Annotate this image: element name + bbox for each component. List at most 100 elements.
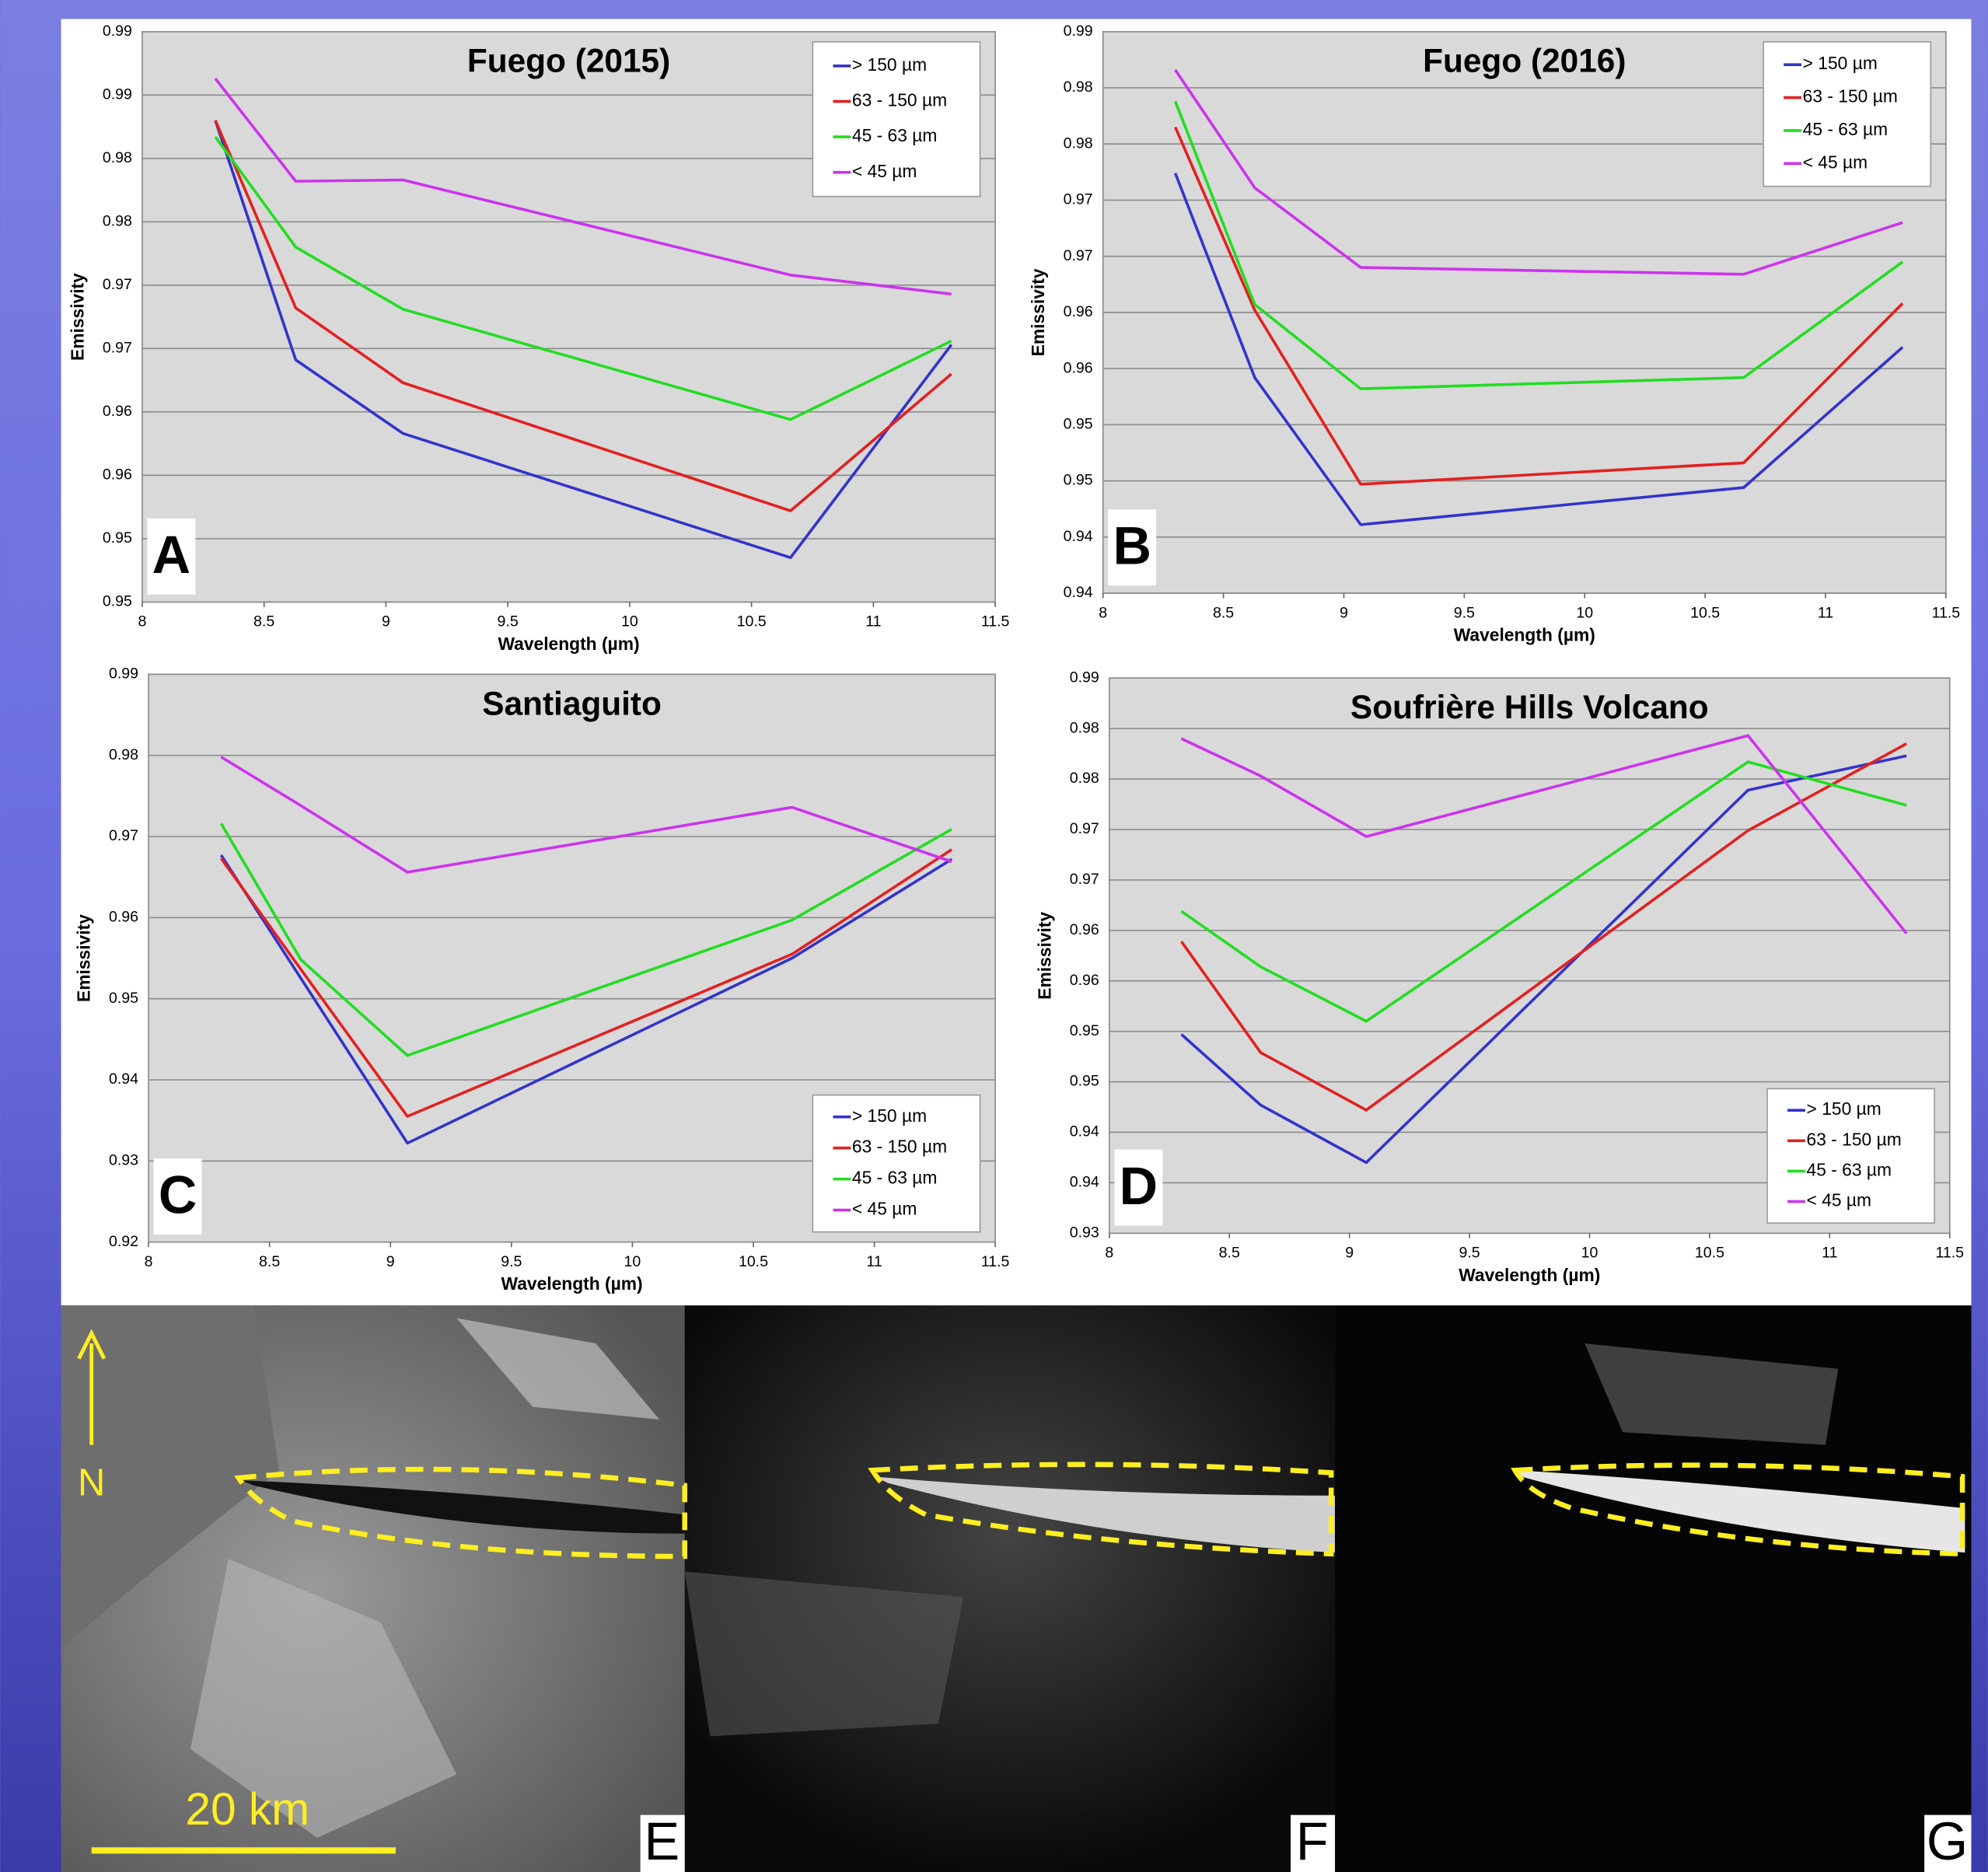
- y-tick-label: 0.97: [1070, 820, 1099, 837]
- label-box: [147, 518, 196, 595]
- x-tick-label: 11: [866, 1253, 882, 1270]
- terrain: [684, 1571, 964, 1737]
- legend-label: 45 - 63 µm: [1803, 119, 1888, 139]
- x-tick-label: 10: [621, 613, 638, 630]
- label-box: [640, 1814, 685, 1872]
- label-box: [1924, 1814, 1972, 1872]
- label-box: [153, 1158, 202, 1235]
- y-tick-label: 0.98: [1070, 770, 1099, 787]
- y-tick-label: 0.94: [109, 1070, 138, 1088]
- panel-label: G: [1927, 1811, 1968, 1871]
- legend-label: 63 - 150 µm: [1807, 1129, 1902, 1149]
- series-line: [1180, 734, 1908, 934]
- legend-label: > 150 µm: [852, 1105, 927, 1126]
- x-tick-label: 8.5: [1213, 604, 1234, 621]
- north-label: N: [78, 1462, 105, 1504]
- y-tick-label: 0.96: [1070, 972, 1099, 989]
- panel-label: E: [645, 1811, 680, 1871]
- x-tick-label: 10.5: [1690, 604, 1720, 621]
- panel-label: B: [1113, 516, 1151, 576]
- chart-title: Fuego (2016): [1423, 43, 1626, 79]
- x-tick-label: 8.5: [253, 613, 274, 630]
- x-tick-label: 9.5: [501, 1253, 522, 1270]
- x-tick-label: 10.5: [1695, 1245, 1724, 1262]
- legend-box: [812, 40, 981, 197]
- y-tick-label: 0.96: [103, 466, 132, 484]
- y-tick-label: 0.95: [1070, 1022, 1099, 1039]
- x-axis-label: Wavelength (µm): [1454, 624, 1595, 644]
- x-tick-label: 10.5: [737, 613, 767, 630]
- label-box: [1114, 1149, 1163, 1226]
- x-tick-label: 9.5: [1454, 604, 1475, 621]
- series-line: [219, 822, 953, 1057]
- terrain: [1584, 1343, 1839, 1445]
- y-axis-label: Emissivity: [74, 914, 94, 1002]
- panel-label: D: [1120, 1156, 1158, 1216]
- y-tick-label: 0.97: [1064, 247, 1093, 264]
- y-tick-label: 0.98: [1064, 134, 1093, 152]
- legend-label: < 45 µm: [852, 161, 917, 181]
- chart: 0.95 0.95 0.96 0.96 0.97 0.97 0.98 0.98 0.99 0.99…: [67, 23, 1009, 654]
- y-tick-label: 0.95: [1064, 472, 1093, 489]
- y-tick-label: 0.93: [109, 1152, 138, 1169]
- series-line: [1180, 754, 1907, 1165]
- series-line: [1173, 126, 1904, 486]
- legend-label: 63 - 150 µm: [852, 89, 947, 110]
- y-tick-label: 0.92: [109, 1233, 138, 1250]
- x-tick-label: 11.5: [1935, 1245, 1964, 1262]
- x-tick-label: 9: [1345, 1245, 1354, 1262]
- chart: 0.92 0.93 0.94 0.95 0.96 0.97 0.98 0.99 8 8.5 9 9.5…: [74, 665, 1010, 1294]
- y-axis-label: Emissivity: [1028, 268, 1048, 356]
- chart-title: Fuego (2015): [467, 43, 670, 79]
- x-tick-label: 11.5: [981, 1253, 1010, 1270]
- x-tick-label: 11.5: [1932, 604, 1961, 621]
- y-tick-label: 0.96: [1064, 303, 1093, 320]
- chart: 0.94 0.94 0.95 0.95 0.96 0.96 0.97 0.97 0.98 0.98…: [1028, 23, 1960, 645]
- y-tick-label: 0.98: [109, 746, 138, 763]
- y-tick-label: 0.94: [1064, 584, 1093, 601]
- y-tick-label: 0.96: [109, 909, 138, 926]
- y-tick-label: 0.96: [1070, 921, 1099, 938]
- legend-label: < 45 µm: [1807, 1190, 1872, 1210]
- label-box: [1290, 1814, 1336, 1872]
- legend-label: > 150 µm: [1807, 1098, 1881, 1119]
- x-tick-label: 10: [1576, 604, 1593, 621]
- chart-title: Santiaguito: [482, 685, 662, 721]
- y-tick-label: 0.99: [1064, 23, 1093, 40]
- series-line: [214, 120, 952, 512]
- series-line: [220, 756, 952, 874]
- y-axis-label: Emissivity: [1034, 912, 1054, 1000]
- legend-label: < 45 µm: [852, 1199, 917, 1219]
- y-tick-label: 0.94: [1064, 528, 1093, 545]
- legend-label: > 150 µm: [852, 54, 927, 75]
- series-line: [214, 120, 953, 560]
- x-tick-label: 8: [1099, 604, 1107, 621]
- x-tick-label: 11: [865, 613, 881, 630]
- plume-outline: [234, 1462, 1965, 1559]
- x-tick-label: 11.5: [981, 613, 1010, 630]
- label-box: [1108, 509, 1157, 586]
- legend-label: 45 - 63 µm: [852, 1168, 938, 1188]
- y-tick-label: 0.95: [103, 529, 132, 547]
- legend-label: 45 - 63 µm: [852, 125, 938, 145]
- y-tick-label: 0.94: [1070, 1174, 1099, 1191]
- y-tick-label: 0.99: [1070, 669, 1099, 686]
- x-tick-label: 9: [386, 1253, 395, 1270]
- x-tick-label: 11: [1818, 604, 1833, 621]
- series-line: [1173, 173, 1904, 526]
- legend-label: < 45 µm: [1803, 152, 1868, 172]
- image-panels: N 20 km E F G: [61, 1305, 1972, 1872]
- y-tick-label: 0.99: [109, 665, 138, 683]
- y-tick-label: 0.98: [1070, 719, 1099, 736]
- y-tick-label: 0.98: [103, 149, 132, 166]
- legend-label: 63 - 150 µm: [852, 1137, 947, 1157]
- x-tick-label: 9: [1340, 604, 1348, 621]
- series-line: [219, 854, 953, 1145]
- terrain: [61, 1305, 279, 1648]
- panel-label: F: [1296, 1811, 1329, 1871]
- series-line: [1180, 760, 1907, 1023]
- legend-label: > 150 µm: [1803, 53, 1878, 73]
- x-tick-label: 8.5: [1219, 1245, 1240, 1262]
- series-line: [214, 77, 952, 296]
- x-tick-label: 8: [145, 1253, 153, 1270]
